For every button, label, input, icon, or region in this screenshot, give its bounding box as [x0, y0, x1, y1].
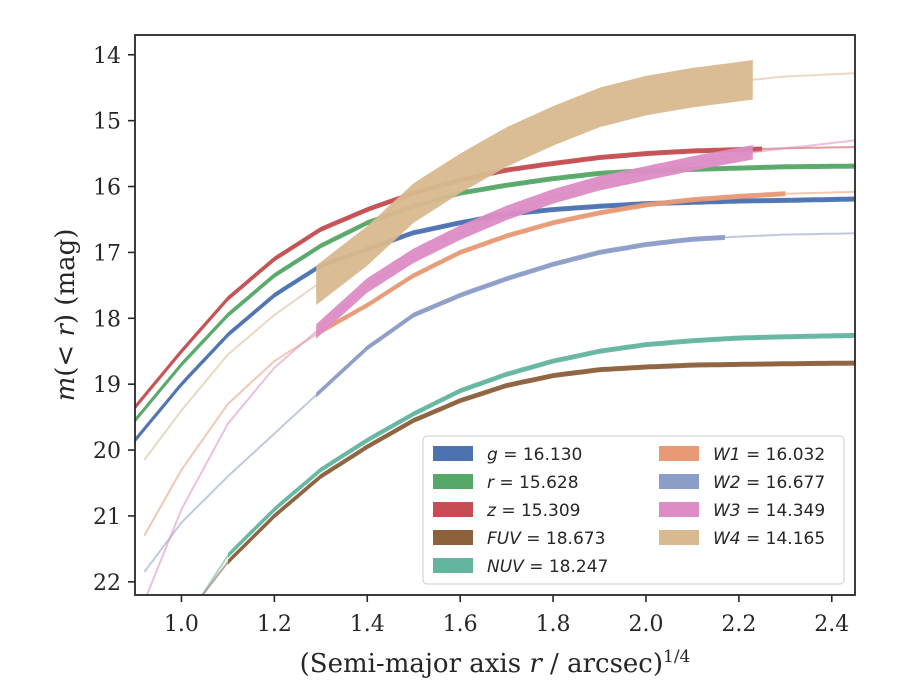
series-w4-band	[316, 60, 753, 306]
legend-swatch-fuv	[433, 530, 473, 545]
x-tick-label: 2.2	[721, 612, 756, 637]
x-tick-label: 1.2	[257, 612, 292, 637]
series-fuv	[201, 360, 855, 595]
series-w2	[143, 232, 855, 573]
y-tick-label: 21	[93, 505, 121, 530]
legend-label-r: r = 15.628	[487, 473, 579, 493]
y-tick-label: 14	[93, 44, 121, 69]
legend-label-fuv: FUV = 18.673	[487, 529, 605, 549]
x-tick-label: 1.8	[536, 612, 571, 637]
legend-label-w3: W3 = 14.349	[713, 501, 825, 521]
legend-swatch-g	[433, 446, 473, 461]
y-tick-label: 18	[93, 307, 121, 332]
x-tick-label: 1.0	[164, 612, 199, 637]
legend-swatch-z	[433, 502, 473, 517]
legend-swatch-w3	[659, 502, 699, 517]
y-tick-label: 20	[93, 439, 121, 464]
series-r	[135, 163, 855, 423]
series-layer	[135, 60, 855, 595]
legend-swatch-nuv	[433, 558, 473, 573]
plot-frame	[134, 34, 856, 596]
legend-label-nuv: NUV = 18.247	[487, 557, 608, 577]
y-axis-label: m(< r) (mag)	[51, 229, 81, 402]
legend-box	[422, 435, 845, 585]
series-w3-band	[316, 145, 753, 339]
y-tick-label: 19	[93, 373, 121, 398]
legend-label-z: z = 15.309	[486, 501, 580, 521]
legend-label-g: g = 16.130	[487, 445, 582, 465]
legend-label-w2: W2 = 16.677	[713, 473, 825, 493]
x-tick-label: 2.0	[628, 612, 663, 637]
x-axis-label: (Semi-major axis r / arcsec)1/4	[300, 647, 691, 679]
x-tick-label: 1.6	[443, 612, 478, 637]
legend: g = 16.130 r = 15.628 z = 15.309 FUV = 18.6…	[422, 435, 845, 585]
legend-label-w4: W4 = 14.165	[713, 529, 825, 549]
series-w4	[143, 60, 855, 461]
series-w1	[143, 190, 855, 537]
y-tick-label: 17	[93, 241, 121, 266]
legend-swatch-w1	[659, 446, 699, 461]
legend-swatch-w4	[659, 530, 699, 545]
series-nuv	[200, 332, 855, 595]
ticks-layer: 1.0 1.2 1.4 1.6 1.8 2.0 2.2 2.4 14 15 16 17 18 19 20 21…	[93, 44, 849, 637]
y-tick-label: 16	[93, 176, 121, 201]
x-tick-label: 2.4	[814, 612, 849, 637]
series-w3	[145, 139, 855, 595]
legend-swatch-w2	[659, 474, 699, 489]
y-tick-label: 22	[93, 571, 121, 596]
legend-label-w1: W1 = 16.032	[713, 445, 825, 465]
y-tick-label: 15	[93, 110, 121, 135]
legend-swatch-r	[433, 474, 473, 489]
x-tick-label: 1.4	[350, 612, 385, 637]
